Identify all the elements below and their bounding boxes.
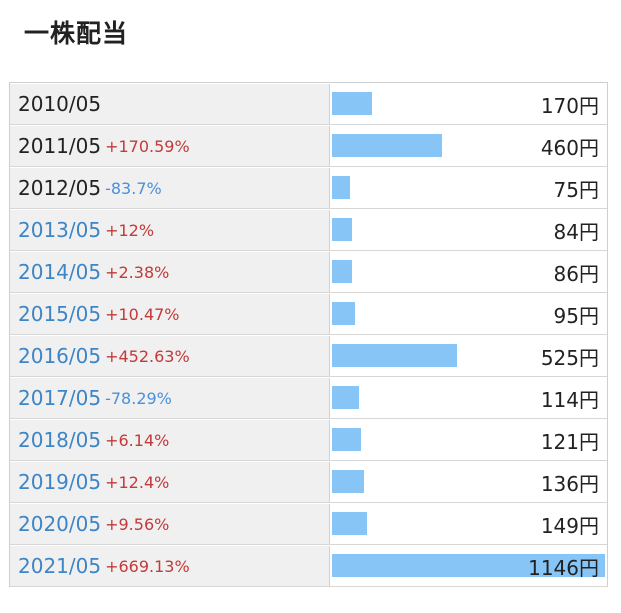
year-label: 2012/05 [18, 176, 102, 200]
year-label: 2011/05 [18, 134, 102, 158]
table-row: 2013/05 +12% 84円 [10, 209, 607, 251]
change-percent: +2.38% [105, 262, 170, 282]
table-row: 2019/05 +12.4% 136円 [10, 461, 607, 503]
year-label[interactable]: 2018/05 [18, 428, 102, 452]
dividend-value: 75円 [553, 177, 599, 202]
dividend-bar [332, 92, 372, 115]
change-percent: +12.4% [105, 472, 170, 492]
year-cell: 2015/05 +10.47% [10, 294, 330, 334]
page-title: 一株配当 [24, 19, 129, 48]
dividend-value: 86円 [553, 261, 599, 286]
table-row: 2020/05 +9.56% 149円 [10, 503, 607, 545]
year-cell: 2017/05 -78.29% [10, 378, 330, 418]
year-cell: 2012/05 -83.7% [10, 168, 330, 208]
dividend-bar [332, 260, 352, 283]
table-row: 2010/05 170円 [10, 83, 607, 125]
dividend-value: 525円 [540, 345, 599, 370]
dividend-value: 136円 [540, 471, 599, 496]
year-cell: 2013/05 +12% [10, 210, 330, 250]
change-percent: +6.14% [105, 430, 170, 450]
dividend-value: 114円 [540, 387, 599, 412]
table-row: 2017/05 -78.29% 114円 [10, 377, 607, 419]
table-row: 2015/05 +10.47% 95円 [10, 293, 607, 335]
year-cell: 2014/05 +2.38% [10, 252, 330, 292]
year-cell: 2021/05 +669.13% [10, 546, 330, 586]
year-label[interactable]: 2014/05 [18, 260, 102, 284]
table-row: 2021/05 +669.13% 1146円 [10, 545, 607, 587]
change-percent: +170.59% [105, 136, 190, 156]
dividend-bar [332, 470, 364, 493]
table-row: 2018/05 +6.14% 121円 [10, 419, 607, 461]
dividend-bar [332, 134, 442, 157]
year-label[interactable]: 2017/05 [18, 386, 102, 410]
dividend-value: 121円 [540, 429, 599, 454]
dividend-value: 149円 [540, 513, 599, 538]
year-label[interactable]: 2021/05 [18, 554, 102, 578]
change-percent: +10.47% [105, 304, 180, 324]
year-cell: 2011/05 +170.59% [10, 126, 330, 166]
dividend-value: 460円 [540, 135, 599, 160]
year-label[interactable]: 2016/05 [18, 344, 102, 368]
dividend-bar [332, 302, 355, 325]
dividend-bar [332, 176, 350, 199]
dividend-bar [332, 554, 605, 577]
dividend-bar [332, 512, 367, 535]
table-row: 2011/05 +170.59% 460円 [10, 125, 607, 167]
table-row: 2016/05 +452.63% 525円 [10, 335, 607, 377]
dividend-bar [332, 344, 457, 367]
year-label[interactable]: 2020/05 [18, 512, 102, 536]
change-percent: -78.29% [105, 388, 172, 408]
dividend-value: 95円 [553, 303, 599, 328]
dividend-value: 1146円 [528, 555, 599, 580]
year-label[interactable]: 2019/05 [18, 470, 102, 494]
change-percent: +9.56% [105, 514, 170, 534]
change-percent: +452.63% [105, 346, 190, 366]
change-percent: -83.7% [105, 178, 162, 198]
dividend-bar [332, 218, 352, 241]
dividend-value: 84円 [553, 219, 599, 244]
dividend-bar [332, 386, 359, 409]
year-label[interactable]: 2013/05 [18, 218, 102, 242]
dividend-value: 170円 [540, 93, 599, 118]
dividend-bar-table: 2010/05 170円 2011/05 +170.59% 460円 2012/05 -83… [9, 82, 608, 587]
table-row: 2014/05 +2.38% 86円 [10, 251, 607, 293]
year-label: 2010/05 [18, 92, 102, 116]
year-cell: 2020/05 +9.56% [10, 504, 330, 544]
year-cell: 2010/05 [10, 84, 330, 124]
year-cell: 2016/05 +452.63% [10, 336, 330, 376]
year-label[interactable]: 2015/05 [18, 302, 102, 326]
change-percent: +12% [105, 220, 155, 240]
dividend-bar [332, 428, 361, 451]
year-cell: 2019/05 +12.4% [10, 462, 330, 502]
change-percent: +669.13% [105, 556, 190, 576]
year-cell: 2018/05 +6.14% [10, 420, 330, 460]
table-row: 2012/05 -83.7% 75円 [10, 167, 607, 209]
